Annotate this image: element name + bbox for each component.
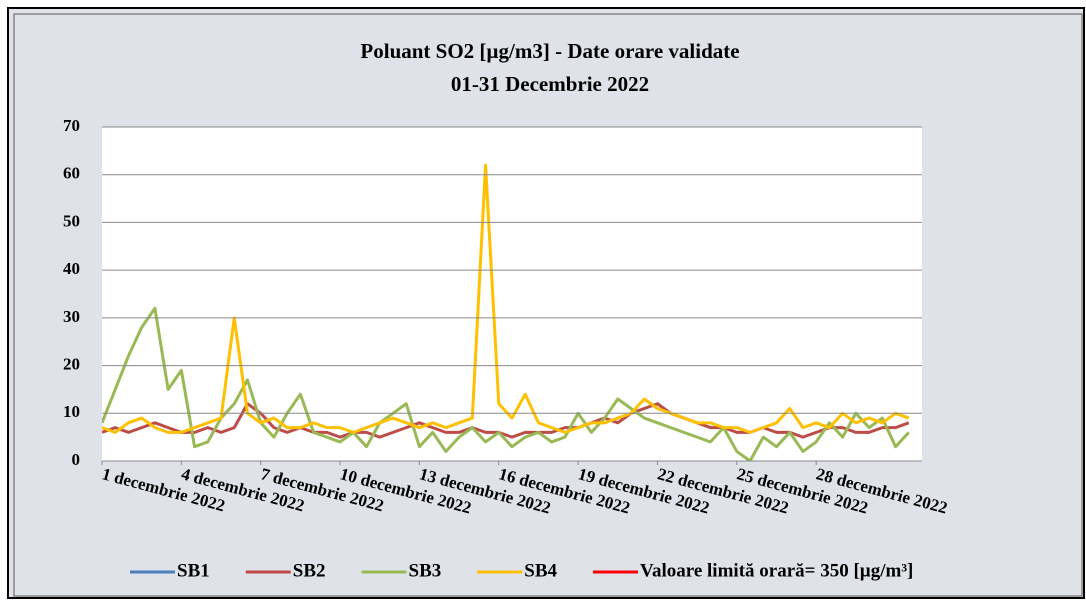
legend-label: SB3	[409, 560, 442, 581]
legend: SB1 SB2 SB3 SB4 Valoare limită orară= 350 [µ…	[130, 560, 913, 581]
plot-layer	[102, 163, 910, 461]
chart-subtitle: 01-31 Decembrie 2022	[451, 72, 649, 96]
chart-border	[13, 13, 1083, 597]
legend-label: SB2	[293, 560, 326, 581]
plot-area	[102, 127, 922, 461]
series-line	[102, 402, 910, 439]
y-tick-label: 40	[63, 259, 80, 278]
legend-label: SB1	[177, 560, 210, 581]
series-line	[102, 163, 910, 434]
y-tick-label: 0	[72, 450, 81, 469]
y-tick-label: 70	[63, 116, 80, 135]
series-line	[102, 306, 910, 461]
y-tick-label: 30	[63, 307, 80, 326]
legend-label: SB4	[524, 560, 557, 581]
legend-label: Valoare limită orară= 350 [µg/m³]	[640, 560, 913, 581]
y-tick-label: 20	[63, 354, 80, 373]
chart-title: Poluant SO2 [µg/m3] - Date orare validat…	[360, 39, 739, 63]
y-tick-label: 60	[63, 164, 80, 183]
y-tick-label: 10	[63, 402, 80, 421]
y-tick-label: 50	[63, 211, 80, 230]
